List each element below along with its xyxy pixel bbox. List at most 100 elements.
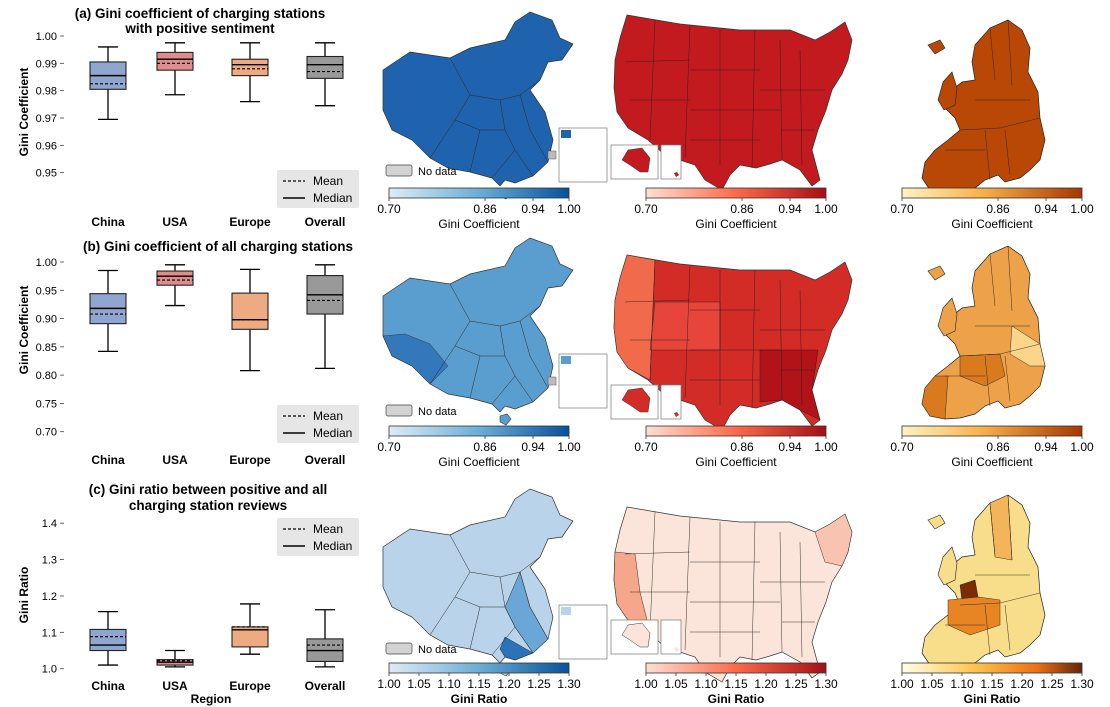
legend-median-label: Median (313, 539, 352, 553)
box-usa (156, 264, 194, 307)
colorbar-tick-label: 1.20 (497, 677, 521, 691)
colorbar-tick-label: 1.20 (754, 677, 778, 691)
colorbar-gradient (901, 662, 1083, 674)
colorbar-label: Gini Ratio (964, 692, 1021, 706)
mean-median-legend: Mean Median (277, 405, 359, 443)
hawaii-inset (660, 144, 682, 180)
colorbar-tick-label: 0.86 (473, 440, 497, 454)
europe-country-borders (945, 494, 1041, 656)
colorbar-usa: 0.70 0.86 0.94 1.00 Gini Coefficient (634, 425, 838, 469)
colorbar-tick-label: 0.94 (521, 202, 545, 216)
colorbar-tick-label: 1.00 (557, 202, 581, 216)
x-category-label: Europe (229, 215, 271, 229)
china-map-shape (382, 11, 574, 187)
hawaii-shape (674, 172, 679, 177)
y-tick-label: 0.80 (36, 370, 57, 382)
usa-map-row-3 (610, 506, 853, 683)
nodata-swatch (385, 404, 413, 417)
panel-b-boxplot: 0.70 0.75 0.80 0.85 0.90 0.95 1.00 China USA Euro… (36, 257, 359, 467)
taiwan-nodata (547, 150, 557, 160)
colorbar-tick-label: 0.94 (521, 440, 545, 454)
china-province-borders (429, 534, 549, 656)
colorbar-tick-label: 1.25 (784, 677, 808, 691)
nodata-swatch (385, 164, 413, 177)
colorbar-gradient (388, 187, 570, 199)
colorbar-tick-label: 0.70 (634, 440, 658, 454)
iqr-box (156, 270, 194, 286)
x-category-label: Europe (229, 679, 271, 693)
britain-shape (937, 546, 958, 586)
alaska-shape (621, 387, 651, 413)
colorbar-tick-label: 1.15 (467, 677, 491, 691)
colorbar-tick-label: 1.30 (1070, 677, 1094, 691)
colorbar-usa: 0.70 0.86 0.94 1.00 Gini Coefficient (634, 187, 838, 231)
panel-a-title-line-2: with positive sentiment (124, 21, 275, 36)
x-category-label: China (91, 453, 125, 467)
tibet-region-shade (382, 333, 449, 385)
y-tick-label: 1.3 (42, 555, 57, 567)
y-tick-label: 1.0 (42, 664, 57, 676)
x-category-label: USA (162, 453, 188, 467)
panel-c-y-axis-label: Gini Ratio (17, 567, 31, 624)
box-overall (306, 42, 344, 107)
china-province-borders (429, 283, 549, 405)
y-tick-label: 0.99 (36, 58, 57, 70)
colorbar-gradient (388, 425, 570, 437)
colorbar-china: 1.00 1.05 1.10 1.15 1.20 1.25 1.30 Gini Ratio (377, 662, 581, 706)
colorbar-tick-label: 0.94 (778, 440, 802, 454)
colorbar-label: Gini Coefficient (695, 455, 777, 469)
china-map-row-2 (382, 237, 608, 426)
colorbar-tick-label: 1.05 (920, 677, 944, 691)
colorbar-tick-label: 1.00 (377, 677, 401, 691)
colorbar-gradient (388, 662, 570, 674)
taiwan-nodata (547, 376, 557, 386)
iberia-shade (921, 375, 949, 420)
southeast-shade (759, 349, 821, 421)
legend-median-label: Median (313, 191, 352, 205)
iqr-box (156, 51, 194, 71)
iceland-shape (927, 514, 946, 530)
x-category-label: Overall (305, 453, 346, 467)
box-usa (156, 649, 194, 668)
hawaii-inset (660, 384, 682, 420)
usa-map-row-2 (610, 254, 853, 431)
x-category-label: USA (162, 679, 188, 693)
inset-mainland (561, 607, 571, 615)
alaska-shape (621, 147, 651, 173)
colorbar-tick-label: 1.00 (634, 677, 658, 691)
x-category-label: Overall (305, 679, 346, 693)
colorbar-tick-label: 0.86 (986, 202, 1010, 216)
china-map-row-3 (382, 488, 608, 677)
colorbar-tick-label: 1.25 (1040, 677, 1064, 691)
panel-a-boxplot: 0.95 0.96 0.97 0.98 0.99 1.00 China USA Europe Ov… (36, 31, 359, 229)
panel-c-title-line-1: (c) Gini ratio between positive and all (89, 482, 328, 497)
colorbar-tick-label: 1.05 (664, 677, 688, 691)
nodata-legend-row-3: No data (385, 642, 457, 656)
legend-mean-label: Mean (313, 522, 343, 536)
y-tick-label: 1.4 (42, 518, 57, 530)
europe-map-row-2 (921, 245, 1046, 420)
britain-shape (937, 71, 958, 111)
x-category-label: USA (162, 215, 188, 229)
colorbar-tick-label: 1.25 (527, 677, 551, 691)
box-china (89, 269, 127, 353)
panel-b-y-axis-label: Gini Coefficient (17, 286, 31, 375)
y-tick-label: 0.95 (36, 168, 57, 180)
colorbar-europe: 1.00 1.05 1.10 1.15 1.20 1.25 1.30 Gini Ratio (890, 662, 1094, 706)
y-tick-label: 1.00 (36, 257, 57, 269)
panel-c-title-line-2: charging station reviews (129, 498, 287, 513)
colorbar-europe: 0.70 0.86 0.94 1.00 Gini Coefficient (890, 187, 1094, 231)
box-overall (306, 609, 344, 668)
legend-median-label: Median (313, 426, 352, 440)
inset-mainland (561, 356, 571, 364)
colorbar-tick-label: 1.00 (814, 440, 838, 454)
colorbar-tick-label: 0.70 (377, 440, 401, 454)
europe-map-row-3 (921, 494, 1046, 669)
colorbar-tick-label: 1.10 (694, 677, 718, 691)
colorbar-tick-label: 0.94 (778, 202, 802, 216)
colorbar-label: Gini Coefficient (951, 217, 1033, 231)
europe-map-row-1 (921, 19, 1046, 194)
colorbar-tick-label: 1.00 (1070, 440, 1094, 454)
panel-a-title-line-1: (a) Gini coefficient of charging station… (75, 6, 326, 21)
